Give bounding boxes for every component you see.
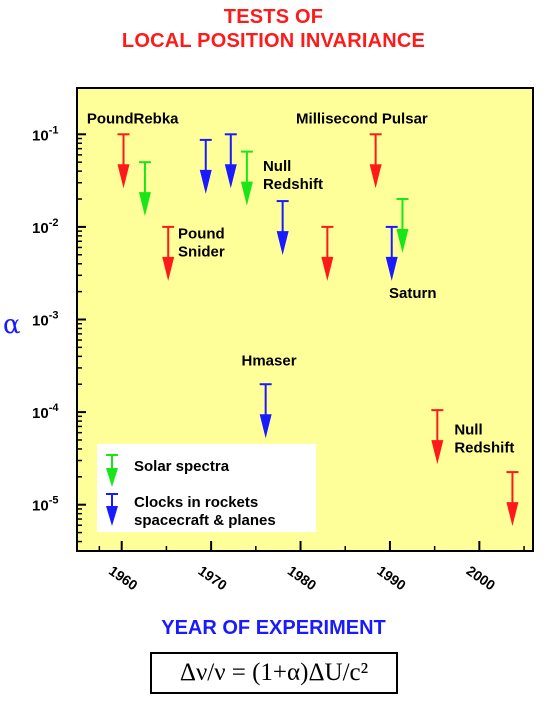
annotation-label: Snider bbox=[178, 243, 225, 260]
x-tick-label: 1990 bbox=[374, 562, 409, 593]
legend-label-solar: Solar spectra bbox=[134, 458, 230, 475]
y-tick-label: 10-3 bbox=[32, 310, 58, 330]
formula-box: Δν/ν = (1+α)ΔU/c² bbox=[150, 652, 398, 694]
limit-arrow-blue-head bbox=[224, 164, 237, 189]
limit-arrow-red-head bbox=[369, 164, 382, 189]
annotation-label: Null bbox=[263, 158, 291, 175]
legend-box bbox=[97, 444, 316, 532]
x-axis-label: YEAR OF EXPERIMENT bbox=[161, 617, 386, 639]
annotation-label: Pound bbox=[178, 225, 225, 242]
annotation-label: Null bbox=[454, 422, 482, 439]
limit-arrow-red-head bbox=[506, 502, 519, 527]
annotation-label: Hmaser bbox=[242, 352, 297, 369]
limit-arrow-blue-head bbox=[259, 414, 272, 439]
chart-title-line-2: LOCAL POSITION INVARIANCE bbox=[121, 30, 426, 52]
legend-label-clocks-line1: Clocks in rockets bbox=[134, 494, 258, 511]
x-tick-label: 1960 bbox=[106, 562, 141, 593]
limit-arrow-red-head bbox=[321, 256, 334, 281]
limit-arrow-green-head bbox=[240, 181, 253, 206]
limit-arrow-red-head bbox=[162, 256, 175, 281]
x-tick-label: 1970 bbox=[195, 562, 230, 593]
x-tick-label: 2000 bbox=[464, 562, 499, 593]
limit-arrow-red-head bbox=[117, 164, 130, 189]
limit-arrow-green-head bbox=[396, 229, 409, 254]
annotation-label: Redshift bbox=[454, 440, 514, 457]
annotation-label: Redshift bbox=[263, 176, 323, 193]
annotation-label: Saturn bbox=[389, 285, 437, 302]
chart-title-line-1: TESTS OF bbox=[223, 6, 324, 28]
limit-arrow-blue-head bbox=[385, 256, 398, 281]
annotation-label: PoundRebka bbox=[87, 111, 179, 128]
limit-arrow-blue-head bbox=[199, 169, 212, 194]
legend-swatch-solar-head bbox=[106, 468, 118, 487]
y-tick-label: 10-5 bbox=[32, 495, 58, 515]
legend-label-clocks-line2: spacecraft & planes bbox=[134, 512, 276, 529]
chart-svg: 10-1 10-2 10-3 10-4 10-5 1960 1970 1980 1990 2000… bbox=[3, 87, 534, 593]
y-axis-label: α bbox=[3, 310, 21, 340]
y-tick-label: 10-2 bbox=[32, 217, 58, 237]
x-tick-label: 1980 bbox=[285, 562, 320, 593]
limit-arrow-blue-head bbox=[276, 231, 289, 256]
limit-arrow-red-head bbox=[431, 440, 444, 465]
limit-arrow-green-head bbox=[138, 192, 151, 217]
legend-swatch-clocks-head bbox=[106, 506, 118, 526]
y-tick-label: 10-4 bbox=[32, 402, 59, 422]
annotation-label: Millisecond Pulsar bbox=[296, 111, 428, 128]
y-tick-label: 10-1 bbox=[32, 124, 58, 144]
